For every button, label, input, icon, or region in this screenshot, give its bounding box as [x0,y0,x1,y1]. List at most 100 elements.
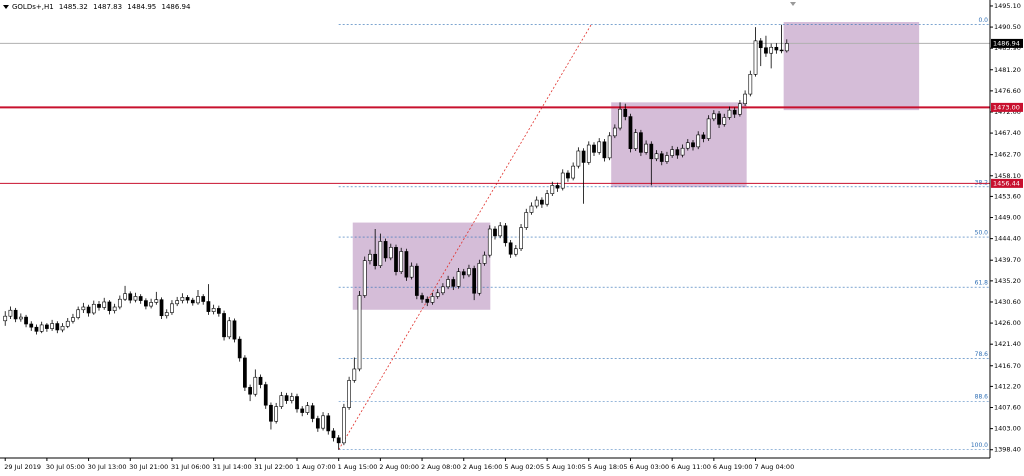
candle-body [560,172,565,189]
price-label-bg [991,38,1023,48]
candle-body [727,109,732,118]
menu-triangle[interactable] [3,5,9,9]
candle-body [97,303,101,308]
candle-body [222,313,226,338]
x-tick-label: 6 Aug 11:00 [671,463,711,471]
candle-body [71,317,75,322]
candle-body [331,430,336,439]
candle-body [248,387,252,395]
candle-body [133,296,138,301]
candle-body [378,241,383,267]
candle-body [206,301,211,312]
candle-body [326,415,331,432]
candle-body [717,113,721,125]
x-tick-label: 30 Jul 13:00 [88,463,127,471]
candle-body [39,324,44,332]
candle-body [675,149,680,156]
candle-body [394,247,398,272]
candle-body [347,380,351,408]
candle-body [368,253,372,261]
candle-body [701,134,706,139]
candle-body [784,43,789,52]
candle-body [774,46,779,51]
candle-body [289,396,294,401]
y-tick-label: 1439.70 [994,256,1021,264]
candle-body [144,300,148,307]
y-tick-label: 1472.00 [994,108,1021,116]
y-tick-label: 1458.10 [994,172,1021,180]
candle-body [164,312,169,317]
candle-body [154,299,159,303]
x-tick-label: 7 Aug 04:00 [755,463,795,471]
candle-body [456,271,461,287]
candle-body [545,193,549,205]
y-tick-label: 1481.20 [994,66,1021,74]
candle-body [60,325,65,331]
candle-body [665,155,669,162]
fibo-label: 88.6 [975,394,989,401]
x-tick-label: 1 Aug 15:00 [338,463,378,471]
candle-body [571,165,576,179]
candle-body [373,253,378,267]
candle-body [425,298,430,303]
y-tick-label: 1476.60 [994,87,1021,95]
x-tick-label: 5 Aug 10:05 [546,463,586,471]
candle-body [748,74,753,95]
candle-body [269,404,273,422]
candle-body [680,147,685,156]
candle-body [81,306,86,311]
candle-body [263,384,268,406]
candle-body [691,142,695,148]
fibo-label: 61.8 [975,280,989,287]
candle-body [383,241,388,259]
candle-body [519,227,523,250]
candle-body [498,225,503,237]
candle-body [404,251,409,278]
candle-body [388,247,393,259]
candle-body [670,149,675,156]
candle-body [779,49,784,52]
y-tick-label: 1398.40 [994,446,1021,454]
candle-body [123,293,127,300]
shift-marker [790,2,796,6]
candle-body [503,225,508,244]
candle-body [300,408,305,413]
candle-body [8,309,13,317]
candle-body [540,199,544,205]
candle-body [107,301,112,311]
x-tick-label: 29 Jul 2019 [4,463,41,471]
candle-body [472,268,477,294]
candle-body [430,296,435,303]
candle-body [612,127,617,137]
price-label-bg [991,178,1023,188]
header: GOLDs+,H1 1485.32 1487.83 1484.95 1486.9… [12,3,191,11]
low: 1484.95 [127,3,156,11]
y-tick-label: 1462.70 [994,151,1021,159]
x-tick-label: 5 Aug 02:05 [504,463,544,471]
y-tick-label: 1435.20 [994,277,1021,285]
y-tick-label: 1453.60 [994,192,1021,200]
candle-body [185,297,190,301]
candle-body [29,323,34,328]
candle-body [91,303,96,314]
candle-body [769,46,774,54]
candle-body [529,205,534,213]
candle-body [633,132,638,149]
y-tick-label: 1490.50 [994,23,1021,31]
candle-body [409,265,414,278]
candle-body [420,295,424,300]
candle-body [659,153,664,162]
candle-body [493,228,497,237]
candle-body [644,143,648,153]
fibo-label: 78.6 [975,351,989,358]
x-tick-label: 6 Aug 19:00 [713,463,753,471]
candle-body [3,315,8,322]
candle-body [24,316,28,325]
symbol: GOLDs+,H1 [12,3,54,11]
candle-body [477,263,482,294]
candle-body [170,303,174,313]
candle-body [321,415,325,429]
fibo-label: 0.0 [978,17,988,24]
candle-body [357,295,362,370]
candle-body [201,296,206,302]
